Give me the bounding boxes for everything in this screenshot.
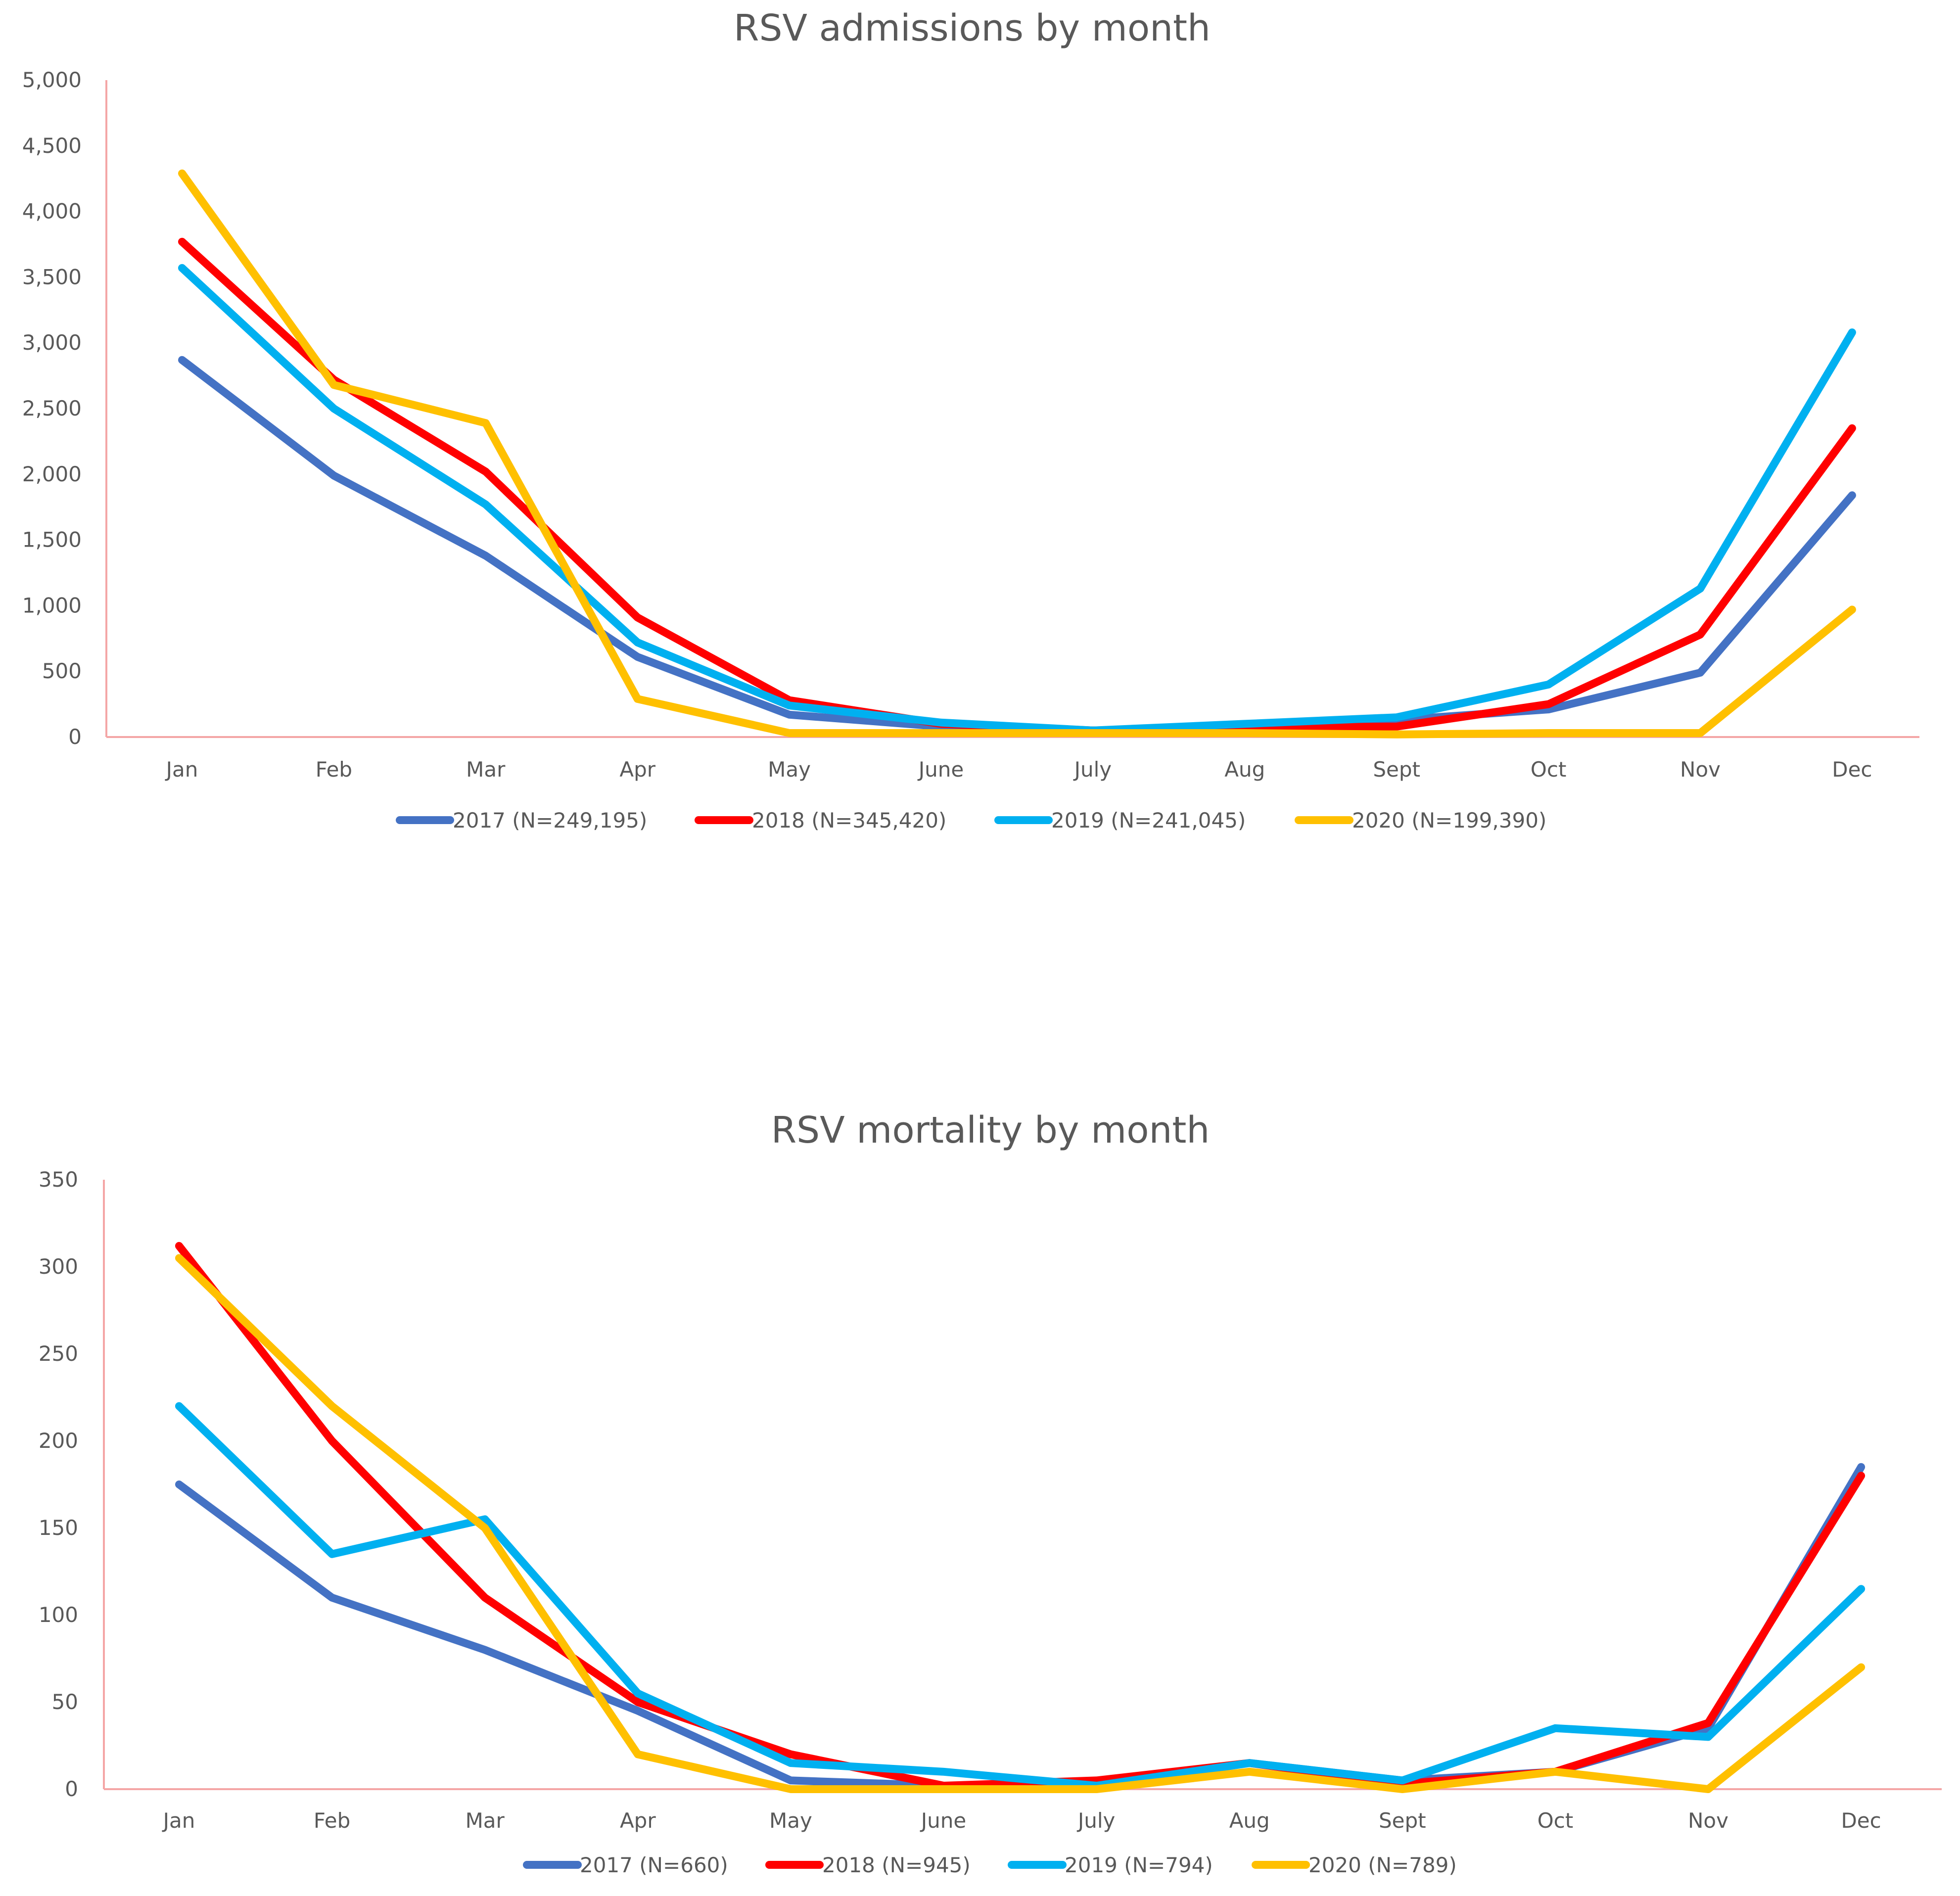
x-tick-label: Nov xyxy=(1680,757,1721,782)
legend-item: 2018 (N=945) xyxy=(765,1853,971,1877)
x-tick-label: Dec xyxy=(1832,757,1872,782)
x-tick-label: Nov xyxy=(1688,1808,1728,1833)
y-tick-label: 350 xyxy=(39,1167,78,1192)
x-tick-label: May xyxy=(769,1808,812,1833)
y-tick-label: 0 xyxy=(68,725,82,749)
series-line-2020 xyxy=(175,1254,1866,1793)
x-tick-label: Oct xyxy=(1531,757,1567,782)
legend-label: 2020 (N=199,390) xyxy=(1352,808,1546,832)
y-tick-label: 2,000 xyxy=(22,462,82,486)
x-tick-label: Feb xyxy=(314,1808,350,1833)
series-line-2017 xyxy=(178,356,1856,735)
series-line-2017 xyxy=(175,1463,1866,1790)
y-tick-label: 0 xyxy=(65,1777,78,1801)
series-line-2018 xyxy=(178,237,1856,735)
y-tick-label: 3,000 xyxy=(22,330,82,355)
legend-label: 2017 (N=660) xyxy=(580,1853,728,1877)
y-tick-label: 300 xyxy=(39,1254,78,1279)
x-tick-label: June xyxy=(920,1808,966,1833)
x-tick-label: Apr xyxy=(619,757,655,782)
series-line-2019 xyxy=(175,1402,1866,1790)
x-tick-label: Jan xyxy=(162,1808,195,1833)
legend-label: 2018 (N=345,420) xyxy=(752,808,946,832)
legend-item: 2017 (N=660) xyxy=(523,1853,728,1877)
y-tick-label: 5,000 xyxy=(22,68,82,92)
y-tick-label: 2,500 xyxy=(22,396,82,420)
legend-item: 2018 (N=345,420) xyxy=(695,808,946,832)
legend-item: 2017 (N=249,195) xyxy=(396,808,647,832)
legend-label: 2017 (N=249,195) xyxy=(453,808,647,832)
legend-label: 2019 (N=241,045) xyxy=(1051,808,1246,832)
series-line-2018 xyxy=(175,1242,1866,1790)
mortality-chart: RSV mortality by month 0 50 100 150 200 250 300… xyxy=(39,1109,1942,1877)
y-tick-label: 250 xyxy=(39,1341,78,1366)
chart-title: RSV mortality by month xyxy=(771,1109,1210,1152)
y-tick-label: 1,500 xyxy=(22,528,82,552)
x-tick-label: Apr xyxy=(620,1808,656,1833)
legend-label: 2020 (N=789) xyxy=(1308,1853,1457,1877)
x-tick-label: Dec xyxy=(1841,1808,1881,1833)
x-tick-label: Feb xyxy=(316,757,352,782)
legend-item: 2020 (N=199,390) xyxy=(1295,808,1546,832)
legend-item: 2019 (N=241,045) xyxy=(994,808,1246,832)
x-tick-label: Mar xyxy=(466,757,506,782)
legend-item: 2019 (N=794) xyxy=(1008,1853,1213,1877)
x-tick-label: May xyxy=(768,757,811,782)
x-tick-label: Aug xyxy=(1224,757,1265,782)
x-tick-label: Sept xyxy=(1373,757,1420,782)
y-tick-label: 4,000 xyxy=(22,199,82,224)
y-tick-label: 1,000 xyxy=(22,593,82,617)
legend-label: 2018 (N=945) xyxy=(822,1853,971,1877)
y-tick-label: 500 xyxy=(42,659,82,683)
legend-item: 2020 (N=789) xyxy=(1252,1853,1457,1877)
admissions-chart: RSV admissions by month 0 500 1,000 1,500 2,0… xyxy=(22,7,1919,832)
x-tick-label: July xyxy=(1073,757,1112,782)
chart-title: RSV admissions by month xyxy=(734,7,1211,49)
y-tick-label: 150 xyxy=(39,1516,78,1540)
y-tick-label: 100 xyxy=(39,1603,78,1627)
x-tick-label: June xyxy=(917,757,964,782)
x-tick-label: Oct xyxy=(1538,1808,1574,1833)
series-line-2019 xyxy=(178,264,1856,735)
legend-label: 2019 (N=794) xyxy=(1065,1853,1213,1877)
y-tick-label: 200 xyxy=(39,1429,78,1453)
x-tick-label: July xyxy=(1076,1808,1116,1833)
y-tick-label: 4,500 xyxy=(22,134,82,158)
series-line-2020 xyxy=(178,169,1856,739)
x-tick-label: Aug xyxy=(1229,1808,1270,1833)
x-tick-label: Sept xyxy=(1379,1808,1426,1833)
x-tick-label: Jan xyxy=(165,757,198,782)
y-tick-label: 50 xyxy=(52,1690,78,1714)
y-tick-label: 3,500 xyxy=(22,265,82,289)
x-tick-label: Mar xyxy=(466,1808,505,1833)
